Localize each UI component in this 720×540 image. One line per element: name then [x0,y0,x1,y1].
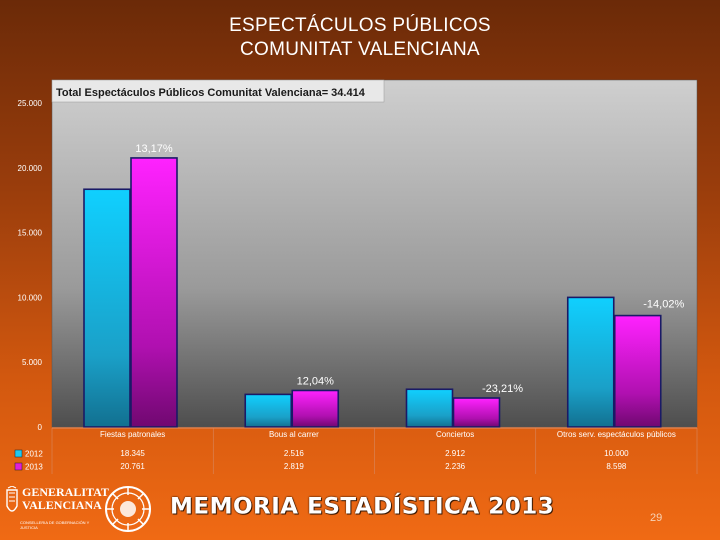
generalitat-logo: GENERALITAT VALENCIANA CONSELLERIA DE GO… [4,484,109,534]
bar-series [83,157,662,428]
data-label: 2.819 [284,462,305,471]
y-axis: 0 5.000 10.000 15.000 20.000 25.000 [18,99,43,432]
bar-2013-1 [291,389,340,428]
data-label: 10.000 [604,449,629,458]
data-label: 2.516 [284,449,305,458]
slide-title: ESPECTÁCULOS PÚBLICOS COMUNITAT VALENCIA… [0,14,720,62]
logo-subtitle: CONSELLERIA DE GOBERNACIÓN Y JUSTICIA [20,520,90,530]
coat-of-arms-icon [6,486,18,512]
annotation-label: -23,21% [482,383,523,395]
y-tick-label: 15.000 [18,229,43,238]
annotation-label: 13,17% [135,143,173,155]
bar-chart-svg: 0 5.000 10.000 15.000 20.000 25.000 13,17% 12,… [14,79,698,474]
data-label: 2.912 [445,449,466,458]
y-tick-label: 10.000 [18,293,43,302]
data-label: 20.761 [120,462,145,471]
chart-title: Total Espectáculos Públicos Comunitat Va… [56,87,366,99]
page-number: 29 [650,512,663,524]
bar-chart: 0 5.000 10.000 15.000 20.000 25.000 13,17% 12,… [14,79,698,474]
slide-title-line-1: ESPECTÁCULOS PÚBLICOS [229,15,491,36]
y-tick-label: 25.000 [18,99,43,108]
bar-2013-2 [452,397,501,428]
annotations: 13,17% 12,04% -23,21% -14,02% [135,143,684,395]
legend-label: 2013 [25,463,43,472]
bar-2013-0 [130,157,178,428]
x-tick-label: Fiestas patronales [100,430,165,439]
legend-swatch-2013 [14,462,23,471]
data-label: 18.345 [120,449,145,458]
annotation-label: 12,04% [297,375,335,387]
data-label: 2.236 [445,462,466,471]
y-tick-label: 20.000 [18,164,43,173]
bar-2013-3 [613,314,662,428]
y-tick-label: 0 [38,423,43,432]
chart-title-box: Total Espectáculos Públicos Comunitat Va… [51,79,385,103]
bar-2012-2 [405,388,454,428]
slide-title-line-2: COMUNITAT VALENCIANA [239,39,480,60]
x-tick-label: Bous al carrer [269,430,319,439]
x-tick-label: Conciertos [436,430,474,439]
logo-name: GENERALITAT VALENCIANA [22,486,109,512]
x-tick-label: Otros serv. espectáculos públicos [557,430,676,439]
legend-swatch-2012 [14,449,23,458]
bar-2012-0 [83,188,131,428]
data-label: 8.598 [606,462,627,471]
annotation-label: -14,02% [643,299,684,311]
y-tick-label: 5.000 [22,358,43,367]
legend-label: 2012 [25,450,43,459]
data-table: Fiestas patronales 18.345 20.761 Bous al ca… [14,427,698,474]
emblem-seal-icon [103,484,153,534]
memoria-banner: MEMORIA ESTADÍSTICA 2013 [170,494,555,520]
bar-2012-1 [244,393,293,428]
bar-2012-3 [566,296,615,428]
logo-line-1: GENERALITAT [22,485,109,499]
logo-line-2: VALENCIANA [22,498,102,512]
